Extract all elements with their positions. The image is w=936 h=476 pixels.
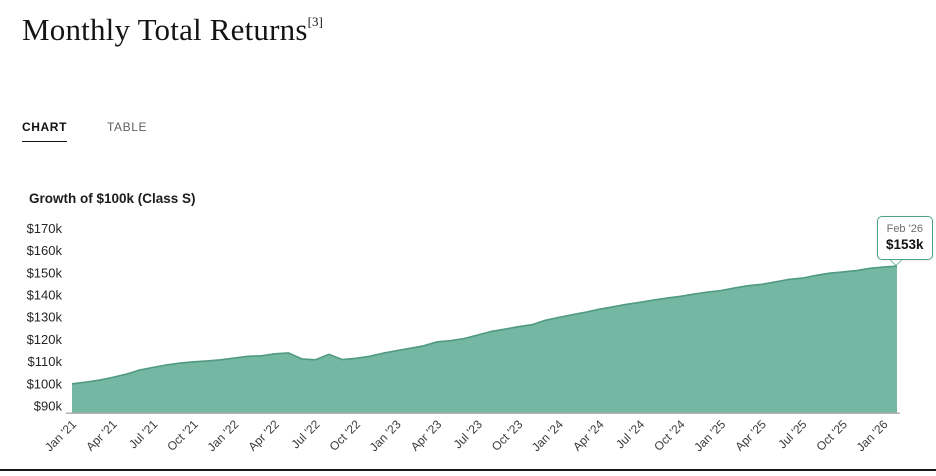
x-axis-tick-label: Apr '25 — [732, 417, 769, 454]
x-axis-tick-label: Jan '23 — [367, 417, 404, 454]
y-axis-tick-label: $90k — [34, 399, 63, 414]
x-axis-tick-label: Jul '22 — [288, 417, 322, 451]
y-axis-tick-label: $130k — [27, 310, 63, 325]
y-axis-tick-label: $100k — [27, 376, 63, 391]
page-title: Monthly Total Returns[3] — [22, 12, 323, 48]
x-axis-tick-label: Jan '26 — [854, 417, 891, 454]
x-axis-tick-label: Jan '21 — [42, 417, 79, 454]
x-axis-tick-label: Jul '25 — [775, 417, 809, 451]
y-axis-tick-label: $150k — [27, 265, 63, 280]
section-divider — [0, 469, 936, 471]
x-axis-tick-label: Apr '21 — [83, 417, 120, 454]
x-axis-tick-label: Oct '23 — [489, 417, 526, 454]
x-axis-tick-label: Jul '21 — [126, 417, 160, 451]
x-axis-tick-label: Oct '24 — [651, 417, 688, 454]
tooltip-date: Feb '26 — [886, 223, 923, 235]
page-title-footnote: [3] — [307, 14, 323, 29]
y-axis-tick-label: $170k — [27, 221, 63, 236]
tooltip-value: $153k — [886, 237, 924, 252]
chart-area[interactable]: $170k $160k $150k $140k $130k $120k $110k $100k… — [0, 215, 936, 473]
chart-tooltip: Feb '26 $153k — [877, 216, 933, 266]
x-axis-tick-label: Jul '23 — [451, 417, 485, 451]
x-axis-tick-label: Jan '24 — [529, 417, 566, 454]
tab-table[interactable]: TABLE — [107, 120, 148, 134]
area-series-fill — [72, 266, 897, 413]
y-axis-tick-label: $120k — [27, 332, 63, 347]
x-axis-tick-label: Apr '23 — [408, 417, 445, 454]
x-axis-tick-label: Oct '25 — [814, 417, 851, 454]
x-axis-tick-label: Oct '21 — [164, 417, 201, 454]
y-axis-tick-label: $110k — [28, 354, 63, 369]
y-axis-tick-label: $160k — [27, 243, 63, 258]
area-series-line — [71, 265, 898, 385]
chart-title: Growth of $100k (Class S) — [29, 191, 196, 206]
tab-chart[interactable]: CHART — [22, 120, 67, 142]
x-axis-tick-label: Jan '22 — [204, 417, 241, 454]
page-title-text: Monthly Total Returns — [22, 12, 308, 47]
tabs-bar: CHART TABLE — [22, 120, 147, 142]
x-axis-tick-label: Apr '24 — [570, 417, 607, 454]
chart-svg[interactable]: $170k $160k $150k $140k $130k $120k $110k $100k… — [0, 215, 936, 473]
x-axis-tick-label: Oct '22 — [327, 417, 364, 454]
x-axis-tick-label: Jul '24 — [613, 417, 647, 451]
y-axis-tick-label: $140k — [27, 288, 63, 303]
x-axis-tick-label: Apr '22 — [245, 417, 282, 454]
x-axis-tick-label: Jan '25 — [691, 417, 728, 454]
